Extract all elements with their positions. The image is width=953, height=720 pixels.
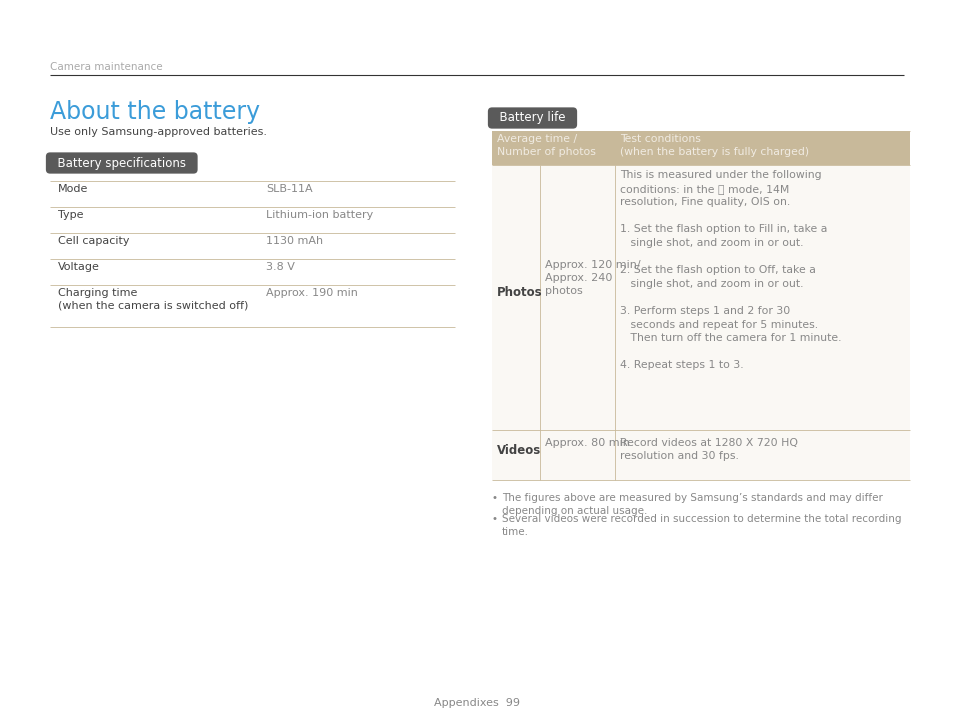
Text: Cell capacity: Cell capacity	[58, 236, 130, 246]
Bar	[492, 430, 909, 480]
Text: Several videos were recorded in succession to determine the total recording
time: Several videos were recorded in successi…	[501, 514, 901, 537]
Text: Videos: Videos	[497, 444, 540, 456]
Text: Use only Samsung-approved batteries.: Use only Samsung-approved batteries.	[50, 127, 267, 137]
Text: Appendixes  99: Appendixes 99	[434, 698, 519, 708]
Text: Battery life: Battery life	[492, 112, 573, 125]
Text: Type: Type	[58, 210, 84, 220]
Bar	[492, 165, 909, 430]
Text: Average time /
Number of photos: Average time / Number of photos	[497, 134, 596, 157]
Text: Test conditions
(when the battery is fully charged): Test conditions (when the battery is ful…	[619, 134, 808, 157]
Text: Photos: Photos	[497, 286, 542, 299]
Text: Approx. 120 min/
Approx. 240
photos: Approx. 120 min/ Approx. 240 photos	[544, 260, 640, 297]
Text: Camera maintenance: Camera maintenance	[50, 62, 162, 72]
Text: 3.8 V: 3.8 V	[266, 262, 294, 272]
Text: Record videos at 1280 X 720 HQ
resolution and 30 fps.: Record videos at 1280 X 720 HQ resolutio…	[619, 438, 797, 462]
Text: •: •	[492, 514, 497, 524]
Bar	[492, 131, 909, 165]
Text: Battery specifications: Battery specifications	[50, 156, 193, 169]
Text: Charging time
(when the camera is switched off): Charging time (when the camera is switch…	[58, 288, 248, 310]
Text: Lithium-ion battery: Lithium-ion battery	[266, 210, 373, 220]
Text: The figures above are measured by Samsung’s standards and may differ
depending o: The figures above are measured by Samsun…	[501, 493, 882, 516]
Text: •: •	[492, 493, 497, 503]
Text: Voltage: Voltage	[58, 262, 100, 272]
Text: This is measured under the following
conditions: in the Ⓡ mode, 14M
resolution, : This is measured under the following con…	[619, 170, 841, 370]
Text: Approx. 80 min: Approx. 80 min	[544, 438, 629, 448]
Text: SLB-11A: SLB-11A	[266, 184, 313, 194]
Text: Mode: Mode	[58, 184, 89, 194]
Text: Approx. 190 min: Approx. 190 min	[266, 288, 357, 298]
Text: About the battery: About the battery	[50, 100, 260, 124]
Text: 1130 mAh: 1130 mAh	[266, 236, 323, 246]
